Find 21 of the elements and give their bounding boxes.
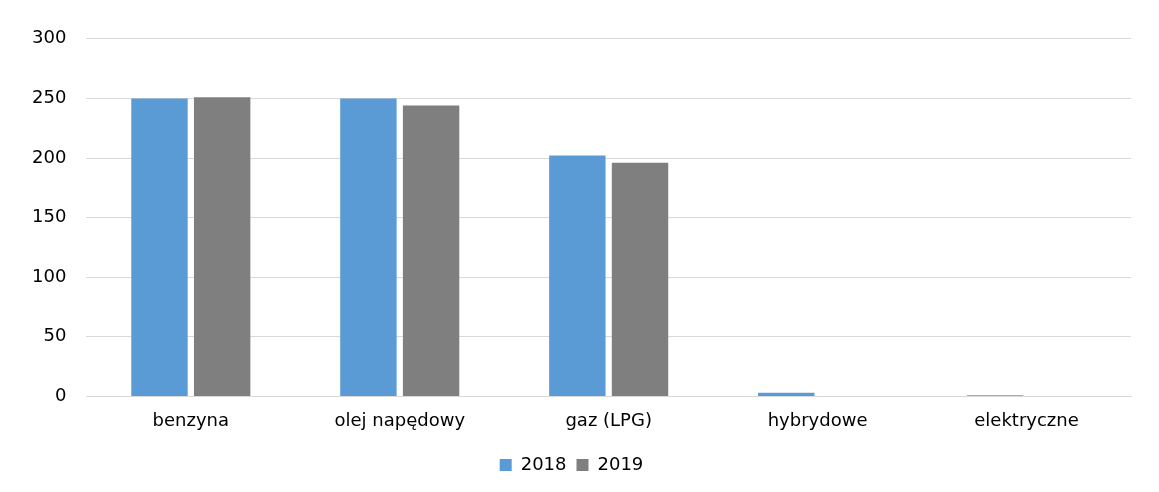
legend-label: 2019 [597, 452, 644, 474]
y-tick-label: 300 [32, 26, 67, 48]
legend-label: 2018 [520, 452, 567, 474]
bar [549, 155, 606, 396]
bar [131, 98, 188, 396]
x-tick-label: olej napędowy [334, 408, 466, 430]
y-tick-label: 150 [32, 205, 67, 227]
x-tick-label: elektryczne [974, 408, 1079, 430]
x-tick-label: gaz (LPG) [565, 408, 652, 430]
x-tick-label: benzyna [152, 408, 230, 430]
y-tick-label: 100 [32, 264, 67, 286]
y-tick-label: 250 [32, 86, 67, 108]
y-tick-label: 0 [54, 384, 67, 406]
x-tick-label: hybrydowe [767, 408, 868, 430]
y-tick-label: 200 [32, 145, 67, 167]
bar [402, 105, 460, 396]
bar [758, 392, 815, 396]
bar [340, 98, 397, 396]
y-tick-label: 50 [43, 324, 67, 346]
bar [193, 97, 251, 396]
bar [611, 162, 669, 396]
